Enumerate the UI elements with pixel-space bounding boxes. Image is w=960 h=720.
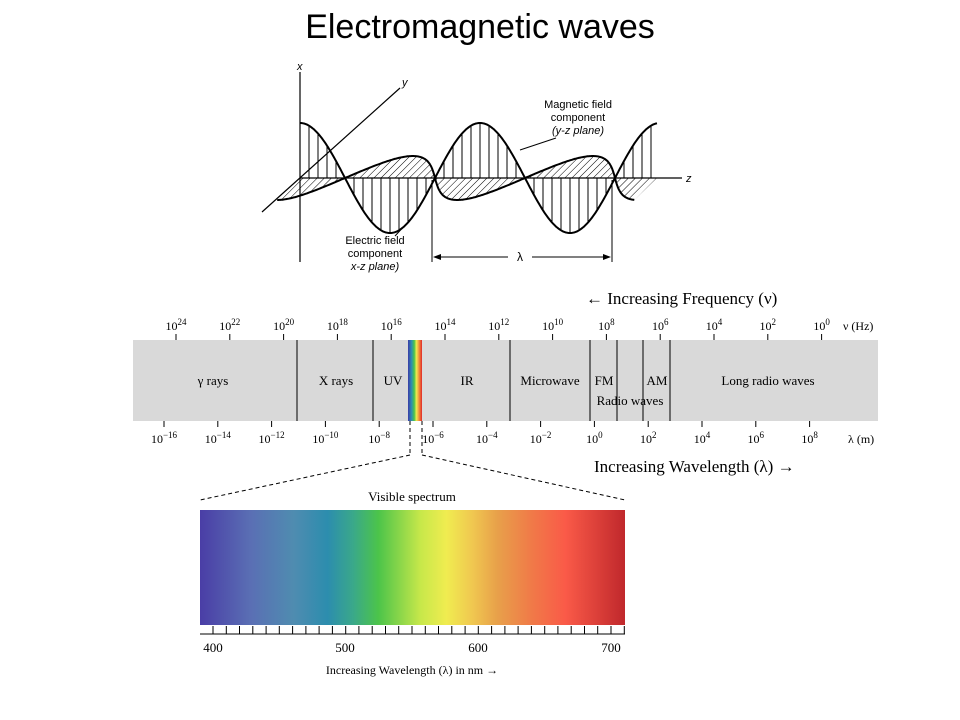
frequency-tick-label: 1024 [166, 317, 188, 333]
wavelength-tick-label: 10−16 [151, 430, 178, 446]
frequency-tick-label: 1022 [219, 317, 240, 333]
frequency-tick-label: 1012 [488, 317, 509, 333]
frequency-tick-label: 1018 [327, 317, 349, 333]
magnetic-field-hatch [277, 156, 657, 200]
band-uv: UV [384, 373, 403, 388]
wavelength-tick-label: 10−12 [259, 430, 285, 446]
visible-spectrum: Visible spectrum 400 500 600 700 Increas… [200, 489, 625, 677]
wavelength-arrow-label: Increasing Wavelength (λ) → [594, 457, 795, 476]
frequency-tick-label: 102 [760, 317, 777, 333]
frequency-tick-label: 1014 [435, 317, 457, 333]
wavelength-unit: λ (m) [848, 432, 874, 446]
visible-gradient-bar [200, 510, 625, 625]
x-axis-label: x [296, 61, 303, 73]
frequency-tick-label: 100 [813, 317, 830, 333]
frequency-arrow-label: ← Increasing Frequency (ν) [586, 289, 777, 308]
frequency-tick-label: 108 [598, 317, 615, 333]
wavelength-tick-label: 106 [748, 430, 765, 446]
band-long-radio: Long radio waves [721, 373, 814, 388]
magnetic-label-2: component [551, 112, 605, 124]
visible-tick-700: 700 [601, 640, 621, 655]
spectrum-band [133, 340, 878, 421]
wavelength-tick-label: 10−2 [530, 430, 552, 446]
wavelength-arrowhead-left [433, 254, 441, 260]
wavelength-symbol: λ [517, 250, 523, 264]
frequency-tick-label: 1010 [542, 317, 564, 333]
wavelength-tick-label: 100 [586, 430, 603, 446]
frequency-tick-labels: 1024 1022 1020 1018 1016 1014 1012 1010 108 106 10… [166, 317, 830, 340]
frequency-tick-label: 1016 [381, 317, 403, 333]
wavelength-tick-labels: 10−16 10−14 10−12 10−10 10−8 10−6 10−4 10−2 100 1… [151, 421, 818, 446]
visible-tick-600: 600 [468, 640, 488, 655]
electric-label-3: x-z plane) [350, 261, 400, 273]
em-spectrum: ← Increasing Frequency (ν) 1024 1022 1020 1… [133, 289, 878, 501]
wavelength-arrowhead-right [603, 254, 611, 260]
frequency-tick-label: 106 [652, 317, 669, 333]
wavelength-tick-label: 104 [694, 430, 711, 446]
band-am: AM [647, 373, 668, 388]
visible-tick-500: 500 [335, 640, 355, 655]
wavelength-tick-label: 10−4 [476, 430, 498, 446]
y-axis-label: y [401, 77, 409, 89]
wave-diagram: x y z Magnetic field component (y-z plan… [261, 61, 692, 273]
frequency-tick-label: 1020 [273, 317, 295, 333]
wavelength-tick-label: 10−6 [422, 430, 444, 446]
page-title: Electromagnetic waves [305, 8, 655, 46]
electric-label-2: component [348, 248, 402, 260]
frequency-tick-label: 104 [706, 317, 723, 333]
wavelength-tick-label: 102 [640, 430, 657, 446]
z-axis-label: z [685, 173, 692, 185]
wavelength-tick-label: 108 [801, 430, 818, 446]
band-gamma: γ rays [197, 373, 229, 388]
band-radio-waves: Radio waves [597, 393, 664, 408]
magnetic-field-wave [277, 155, 635, 201]
electric-label-leader [394, 221, 409, 237]
electric-field-hatch [299, 123, 652, 233]
band-separators [296, 340, 671, 421]
visible-ticks [212, 626, 625, 634]
magnetic-label-1: Magnetic field [544, 99, 612, 111]
electric-field-wave [300, 122, 658, 234]
zoom-line-left [199, 454, 411, 501]
band-fm: FM [595, 373, 614, 388]
y-axis [261, 87, 401, 213]
visible-band-rainbow [408, 340, 422, 421]
frequency-unit: ν (Hz) [843, 319, 873, 333]
visible-title: Visible spectrum [368, 489, 456, 504]
magnetic-label-leader [519, 137, 557, 151]
band-microwave: Microwave [520, 373, 579, 388]
band-xray: X rays [319, 373, 353, 388]
visible-axis-label: Increasing Wavelength (λ) in nm → [326, 663, 498, 677]
wavelength-tick-label: 10−8 [368, 430, 390, 446]
electric-label-1: Electric field [345, 235, 404, 247]
magnetic-label-3: (y-z plane) [552, 125, 604, 137]
visible-tick-400: 400 [203, 640, 223, 655]
wavelength-tick-label: 10−14 [205, 430, 232, 446]
wavelength-tick-label: 10−10 [312, 430, 339, 446]
band-ir: IR [461, 373, 474, 388]
